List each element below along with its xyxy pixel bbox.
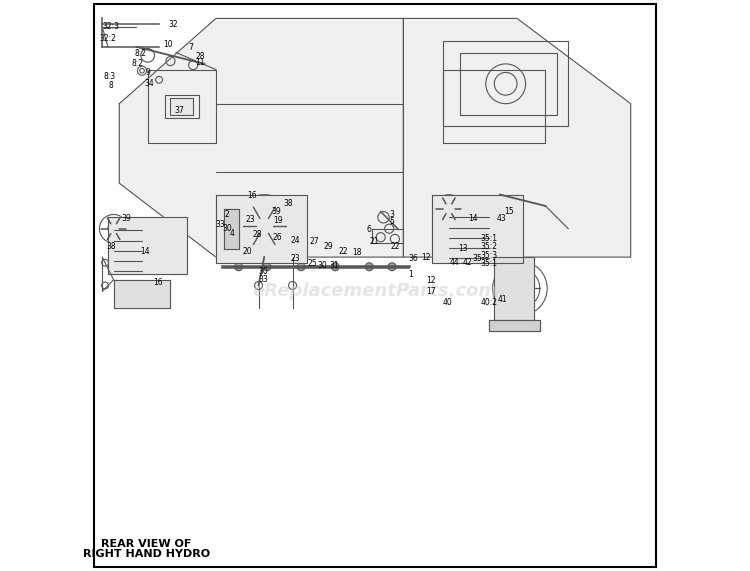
Text: 33: 33: [258, 275, 268, 284]
Text: 38: 38: [106, 242, 116, 251]
Text: 40: 40: [442, 298, 452, 307]
Text: 10: 10: [163, 39, 172, 49]
Text: 8: 8: [109, 81, 113, 90]
Text: 31: 31: [329, 261, 339, 270]
Text: 9: 9: [146, 69, 150, 78]
Circle shape: [297, 263, 305, 271]
Text: 20: 20: [242, 247, 252, 256]
Polygon shape: [489, 320, 540, 331]
Text: 7: 7: [188, 43, 193, 53]
Text: 28: 28: [253, 230, 262, 239]
Bar: [224, 209, 238, 248]
Text: 19: 19: [274, 216, 284, 224]
Bar: [443, 41, 568, 126]
Text: 8:2: 8:2: [135, 49, 147, 58]
Polygon shape: [404, 18, 631, 257]
Text: 39: 39: [272, 207, 281, 216]
Polygon shape: [432, 195, 523, 263]
Text: 39: 39: [122, 214, 131, 223]
Text: 35:1: 35:1: [480, 259, 497, 268]
Text: 38: 38: [284, 199, 293, 208]
Text: 21: 21: [369, 236, 379, 246]
Circle shape: [388, 263, 396, 271]
Text: 8:2: 8:2: [131, 59, 143, 69]
Text: 1: 1: [408, 270, 413, 279]
Text: 23: 23: [291, 254, 300, 263]
Text: 8:3: 8:3: [104, 72, 116, 81]
Bar: [170, 98, 194, 115]
Bar: [165, 95, 199, 118]
Text: 12: 12: [422, 252, 431, 262]
Text: 32:2: 32:2: [100, 34, 116, 43]
Polygon shape: [108, 218, 188, 274]
Circle shape: [263, 263, 271, 271]
Bar: [372, 228, 404, 243]
Polygon shape: [494, 257, 534, 320]
Bar: [460, 53, 556, 115]
Text: 25: 25: [308, 259, 317, 268]
Polygon shape: [224, 209, 238, 248]
Text: 35:2: 35:2: [480, 242, 497, 251]
Text: 29: 29: [323, 242, 333, 251]
Text: 32: 32: [169, 19, 178, 29]
Text: 17: 17: [426, 287, 436, 296]
Text: 22: 22: [390, 242, 400, 251]
Text: 2: 2: [225, 210, 230, 219]
Text: 42: 42: [462, 258, 472, 267]
Text: 30: 30: [223, 224, 232, 233]
Text: 12: 12: [426, 276, 436, 286]
Text: 11: 11: [195, 58, 205, 67]
Text: 15: 15: [504, 207, 513, 216]
Text: REAR VIEW OF: REAR VIEW OF: [101, 539, 192, 549]
Text: 4: 4: [230, 229, 234, 238]
Text: RIGHT HAND HYDRO: RIGHT HAND HYDRO: [83, 549, 210, 558]
Text: 34: 34: [145, 79, 154, 89]
Text: eReplacementParts.com: eReplacementParts.com: [253, 282, 497, 300]
Text: 43: 43: [496, 214, 506, 223]
Text: 35: 35: [472, 254, 482, 263]
Text: 14: 14: [140, 247, 150, 256]
Text: 23: 23: [245, 215, 255, 223]
Text: 16: 16: [153, 278, 163, 287]
Circle shape: [365, 263, 374, 271]
Text: 16: 16: [247, 191, 256, 200]
Text: 37: 37: [174, 106, 184, 115]
Text: 35:1: 35:1: [480, 234, 497, 243]
Circle shape: [235, 263, 242, 271]
Text: 30: 30: [258, 267, 268, 276]
Text: 36: 36: [409, 254, 419, 263]
Text: 35:3: 35:3: [480, 251, 497, 260]
Text: 13: 13: [458, 244, 468, 253]
Polygon shape: [113, 280, 170, 308]
Polygon shape: [216, 195, 307, 263]
Text: 26: 26: [272, 233, 282, 242]
Text: 41: 41: [498, 295, 508, 304]
Text: 28: 28: [196, 52, 206, 61]
Text: 24: 24: [291, 236, 300, 244]
Text: 3: 3: [389, 210, 394, 219]
Text: 18: 18: [352, 248, 362, 257]
Text: 30: 30: [318, 261, 328, 270]
Text: 6: 6: [367, 226, 372, 234]
Circle shape: [332, 263, 339, 271]
Polygon shape: [119, 18, 404, 257]
Text: 32:3: 32:3: [102, 22, 119, 31]
Text: 14: 14: [469, 214, 478, 223]
Text: 22: 22: [339, 247, 349, 256]
Text: 40:2: 40:2: [480, 298, 497, 307]
Text: 33: 33: [215, 220, 225, 228]
Text: 44: 44: [450, 258, 460, 267]
Text: 5: 5: [389, 218, 394, 226]
Text: 27: 27: [310, 236, 319, 246]
